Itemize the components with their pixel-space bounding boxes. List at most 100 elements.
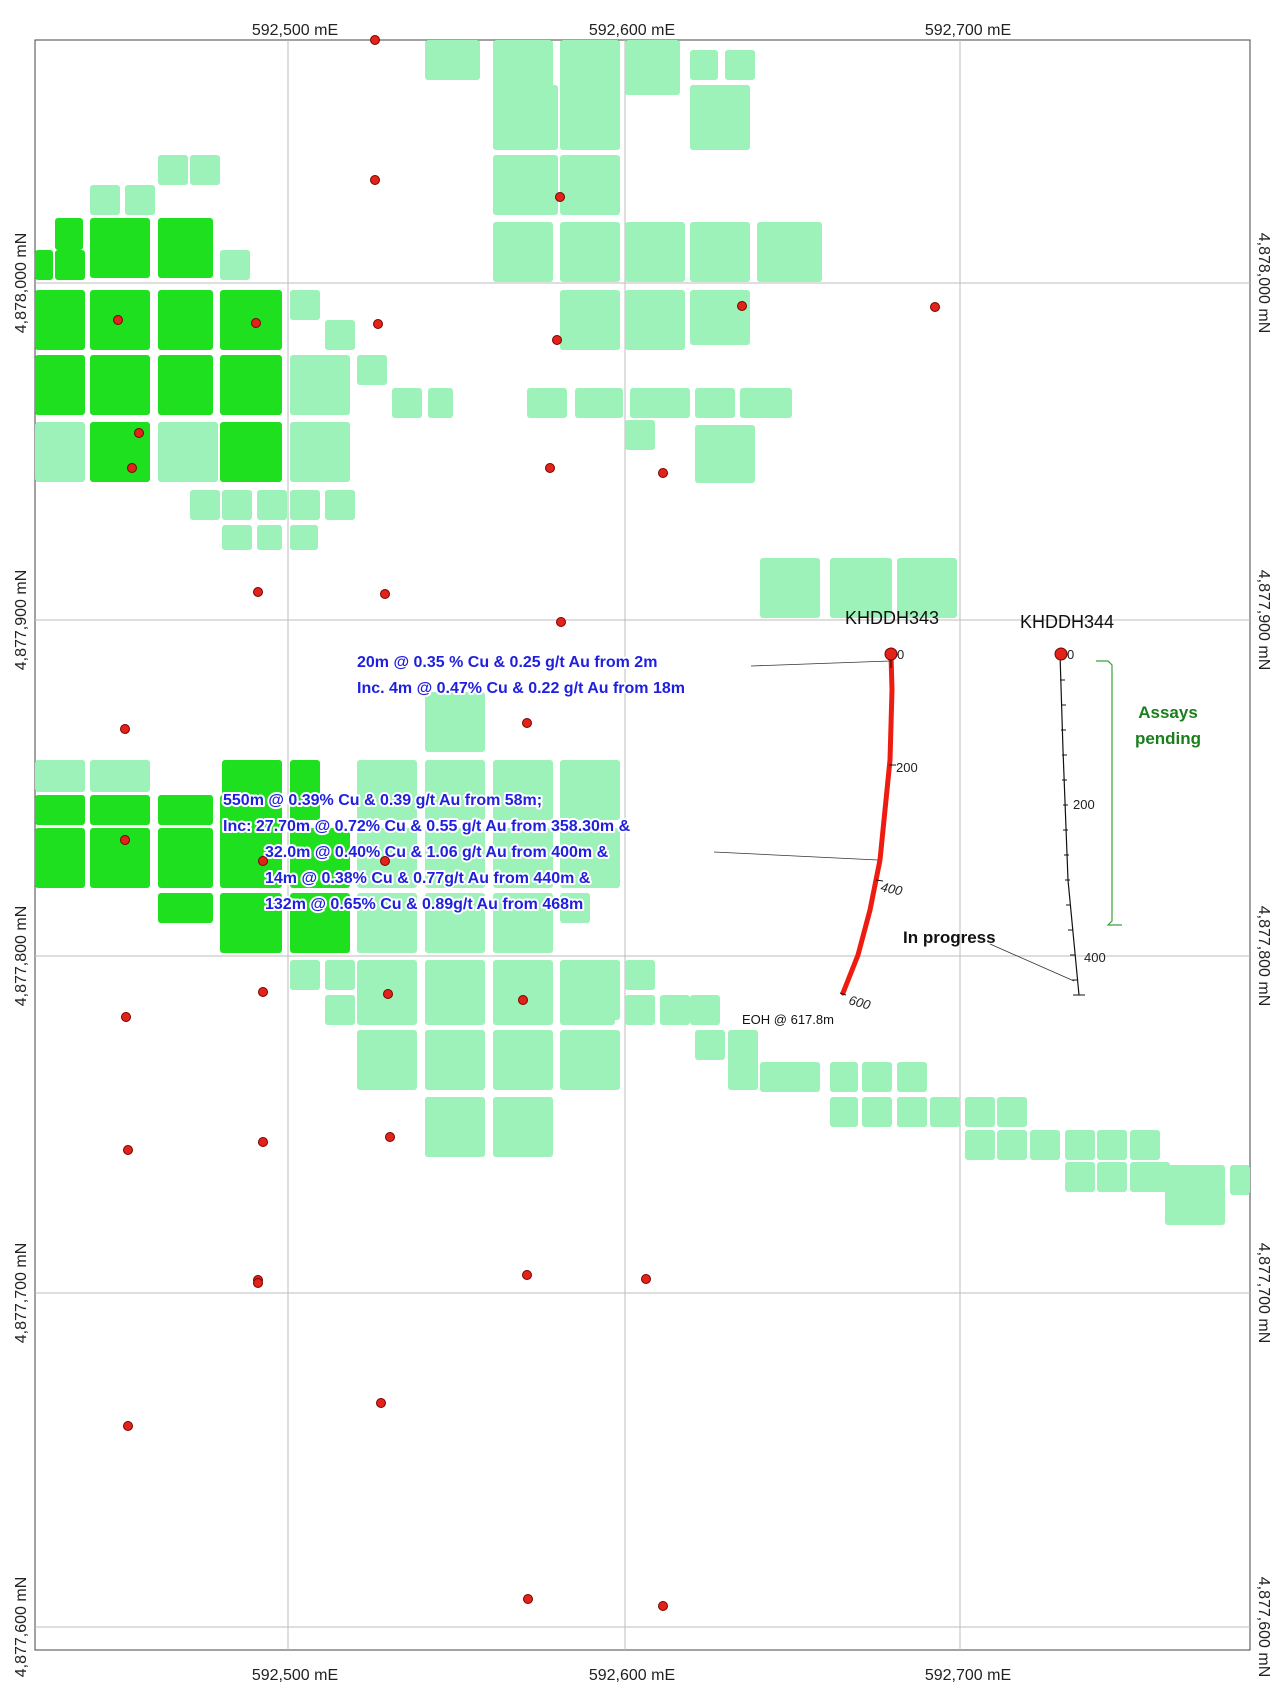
anomaly-block [290,355,350,415]
high-grade-block [220,828,282,888]
anomaly-block [493,1030,553,1090]
anomaly-block [560,222,620,282]
depth-label: 200 [896,760,918,775]
collar-khddh343 [884,647,898,661]
anomaly-block [527,388,567,418]
drill-collar [380,589,390,599]
intercept-leader-shallow [750,660,892,667]
anomaly-block [392,388,422,418]
easting-label-top: 592,700 mE [925,22,1011,39]
anomaly-block [325,960,355,990]
anomaly-block [325,490,355,520]
anomaly-block [997,1130,1027,1160]
anomaly-block [862,1097,892,1127]
anomaly-block [897,1097,927,1127]
assays-note-line-2: pending [1135,729,1201,748]
anomaly-block [1165,1165,1225,1225]
anomaly-block [695,1030,725,1060]
anomaly-block [1065,1162,1095,1192]
depth-label: 0 [897,647,904,662]
anomaly-block [1030,1130,1060,1160]
anomaly-block [1230,1165,1250,1195]
drill-collar [121,1012,131,1022]
anomaly-block [1097,1162,1127,1192]
high-grade-block [158,893,213,923]
anomaly-block [357,995,417,1025]
anomaly-block [1097,1130,1127,1160]
anomaly-blocks [35,40,1250,1225]
high-grade-block [90,795,150,825]
anomaly-block [660,995,690,1025]
anomaly-block [760,1062,820,1092]
anomaly-block [897,558,957,618]
anomaly-block [493,760,553,820]
end-of-hole-label: EOH @ 617.8m [742,1012,834,1027]
anomaly-block [695,425,755,483]
anomaly-block [493,1097,553,1157]
in-progress-leader [989,943,1075,982]
drill-collar [258,856,268,866]
depth-label: 400 [1084,950,1106,965]
anomaly-block [560,1030,620,1090]
anomaly-block [862,1062,892,1092]
drill-collars [113,35,940,1611]
intercept-main-line-4: 14m @ 0.38% Cu & 0.77g/t Au from 440m & [265,870,591,887]
anomaly-block [158,422,218,482]
anomaly-block [830,558,892,618]
drill-collar [370,175,380,185]
anomaly-block [1130,1162,1170,1192]
depth-label: 200 [1073,797,1095,812]
intercept-main-line-2: Inc: 27.70m @ 0.72% Cu & 0.55 g/t Au fro… [223,818,631,835]
drill-collar [376,1398,386,1408]
high-grade-block [290,828,350,888]
high-grade-block [220,355,282,415]
depth-label: 0 [1067,647,1074,662]
high-grade-block [290,893,350,953]
high-grade-block [35,290,85,350]
anomaly-block [757,222,822,282]
anomaly-block [625,290,685,350]
anomaly-block [560,828,620,888]
anomaly-block [1130,1130,1160,1160]
anomaly-block [690,290,750,345]
anomaly-block [560,760,620,820]
high-grade-block [90,355,150,415]
anomaly-block [357,1030,417,1090]
high-grade-block [90,218,150,278]
drill-collar [253,587,263,597]
northing-label-left: 4,877,600 mN [13,1577,30,1678]
drillhole-khddh343: KHDDH343 0 200 400 600 EOH @ 617.8m [742,608,939,1027]
assays-pending-bracket [1096,660,1122,926]
anomaly-block [590,960,620,990]
drill-collar [658,1601,668,1611]
depth-label: 600 [847,992,873,1012]
northing-label-right: 4,877,800 mN [1255,906,1272,1007]
anomaly-block [158,155,188,185]
anomaly-block [357,355,387,385]
anomaly-block [222,525,252,550]
intercept-leader-main [713,851,879,861]
high-grade-block [290,760,320,820]
high-grade-block [90,828,150,888]
drill-collar [737,301,747,311]
anomaly-block [55,760,85,792]
drill-collar [385,1132,395,1142]
anomaly-block [625,40,680,95]
drill-collar [120,835,130,845]
drill-collar [113,315,123,325]
drill-trace-khddh343 [840,652,895,996]
drill-collar [641,1274,651,1284]
intercept-annotations: 20m @ 0.35 % Cu & 0.25 g/t Au from 2m In… [221,652,892,915]
high-grade-block [158,828,213,888]
anomaly-block [930,1097,960,1127]
drill-collar [373,319,383,329]
drill-collar [258,1137,268,1147]
anomaly-block [997,1097,1027,1127]
high-grade-block [158,218,213,278]
intercept-shallow-line-1: 20m @ 0.35 % Cu & 0.25 g/t Au from 2m [357,654,657,671]
high-grade-block [35,828,85,888]
drill-collar [522,1270,532,1280]
anomaly-block [290,290,320,320]
anomaly-block [560,290,620,350]
anomaly-block [357,893,417,953]
